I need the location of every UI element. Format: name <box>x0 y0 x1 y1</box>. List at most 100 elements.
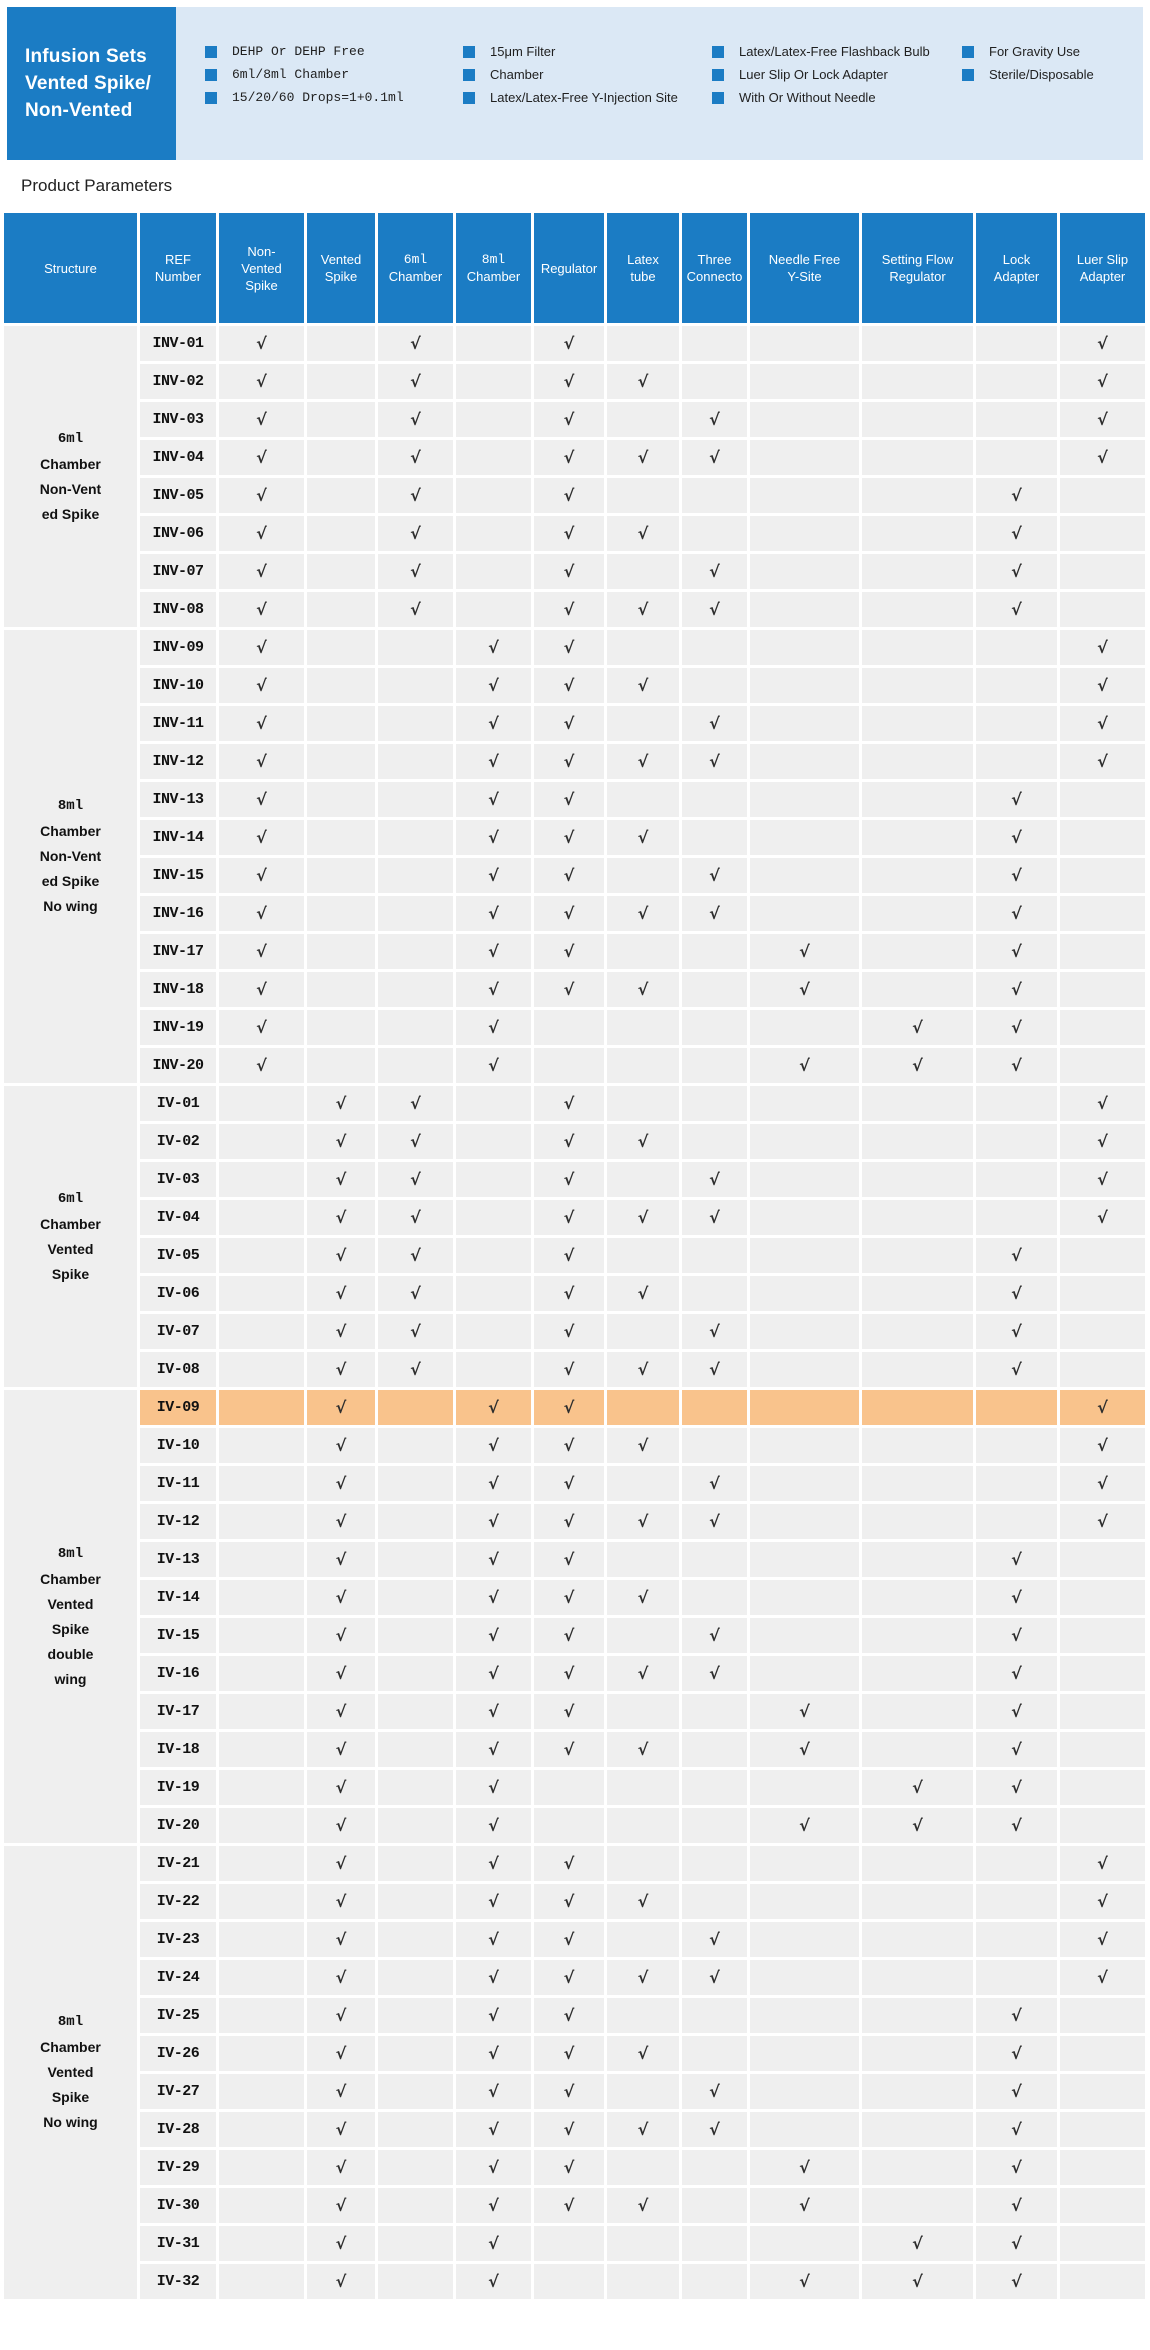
table-row-IV-25[interactable]: IV-25 √ √ √ √ <box>4 1998 1145 2033</box>
cell-nv: √ <box>219 440 304 475</box>
table-row-IV-16[interactable]: IV-16 √ √ √ √ √ √ <box>4 1656 1145 1691</box>
table-row-IV-28[interactable]: IV-28 √ √ √ √ √ √ <box>4 2112 1145 2147</box>
cell-nv <box>219 1504 304 1539</box>
cell-c8 <box>456 592 531 627</box>
table-row-IV-23[interactable]: IV-23 √ √ √ √ √ <box>4 1922 1145 1957</box>
check-mark: √ <box>488 2233 499 2253</box>
table-row-IV-24[interactable]: IV-24 √ √ √ √ √ √ <box>4 1960 1145 1995</box>
table-row-IV-21[interactable]: 8ml Chamber Vented Spike No wing IV-21 √ √ √ √ <box>4 1846 1145 2299</box>
table-row-INV-04[interactable]: INV-04 √ √ √ √ √ √ <box>4 440 1145 475</box>
table-row-INV-19[interactable]: INV-19 √ √ √ √ <box>4 1010 1145 1045</box>
cell-lock: √ <box>976 592 1057 627</box>
table-row-IV-14[interactable]: IV-14 √ √ √ √ √ <box>4 1580 1145 1615</box>
table-row-INV-17[interactable]: INV-17 √ √ √ √ √ <box>4 934 1145 969</box>
top-banner: Infusion Sets Vented Spike/ Non-Vented D… <box>7 7 1143 160</box>
table-row-IV-17[interactable]: IV-17 √ √ √ √ √ <box>4 1694 1145 1729</box>
table-row-INV-12[interactable]: INV-12 √ √ √ √ √ √ <box>4 744 1145 779</box>
cell-c6 <box>378 1428 453 1463</box>
table-row-INV-08[interactable]: INV-08 √ √ √ √ √ √ <box>4 592 1145 627</box>
feature-item-label: DEHP Or DEHP Free <box>232 44 365 59</box>
cell-c6 <box>378 1808 453 1843</box>
feature-item: Luer Slip Or Lock Adapter <box>712 63 962 86</box>
table-row-IV-11[interactable]: IV-11 √ √ √ √ √ <box>4 1466 1145 1501</box>
cell-c8 <box>456 364 531 399</box>
cell-nv: √ <box>219 744 304 779</box>
cell-lock <box>976 1466 1057 1501</box>
table-row-INV-02[interactable]: INV-02 √ √ √ √ √ <box>4 364 1145 399</box>
table-row-IV-31[interactable]: IV-31 √ √ √ √ <box>4 2226 1145 2261</box>
cell-v: √ <box>307 2074 375 2109</box>
check-mark: √ <box>1011 1055 1022 1075</box>
ref-number-cell: INV-04 <box>140 440 216 475</box>
cell-nv: √ <box>219 402 304 437</box>
table-row-INV-15[interactable]: INV-15 √ √ √ √ √ <box>4 858 1145 893</box>
cell-v: √ <box>307 1276 375 1311</box>
table-row-INV-10[interactable]: INV-10 √ √ √ √ √ <box>4 668 1145 703</box>
cell-c8: √ <box>456 2036 531 2071</box>
table-row-INV-05[interactable]: INV-05 √ √ √ √ <box>4 478 1145 513</box>
ref-number-cell: IV-31 <box>140 2226 216 2261</box>
table-row-INV-06[interactable]: INV-06 √ √ √ √ √ <box>4 516 1145 551</box>
cell-v <box>307 478 375 513</box>
cell-v: √ <box>307 1922 375 1957</box>
table-row-IV-04[interactable]: IV-04 √ √ √ √ √ √ <box>4 1200 1145 1235</box>
table-row-IV-27[interactable]: IV-27 √ √ √ √ √ <box>4 2074 1145 2109</box>
table-row-IV-13[interactable]: IV-13 √ √ √ √ <box>4 1542 1145 1577</box>
table-row-INV-09[interactable]: 8ml Chamber Non-Vent ed Spike No wing INV-09 √… <box>4 630 1145 1083</box>
cell-nfy <box>750 364 859 399</box>
table-row-IV-29[interactable]: IV-29 √ √ √ √ √ <box>4 2150 1145 2185</box>
cell-v: √ <box>307 2226 375 2261</box>
cell-three <box>682 1124 747 1159</box>
table-row-INV-07[interactable]: INV-07 √ √ √ √ √ <box>4 554 1145 589</box>
table-row-INV-18[interactable]: INV-18 √ √ √ √ √ √ <box>4 972 1145 1007</box>
table-row-INV-14[interactable]: INV-14 √ √ √ √ √ <box>4 820 1145 855</box>
cell-c8: √ <box>456 1998 531 2033</box>
cell-sfr <box>862 2036 973 2071</box>
bullet-square-icon <box>712 45 724 58</box>
table-row-INV-20[interactable]: INV-20 √ √ √ √ √ <box>4 1048 1145 1083</box>
table-row-IV-06[interactable]: IV-06 √ √ √ √ √ <box>4 1276 1145 1311</box>
table-row-INV-11[interactable]: INV-11 √ √ √ √ √ <box>4 706 1145 741</box>
table-row-IV-22[interactable]: IV-22 √ √ √ √ √ <box>4 1884 1145 1919</box>
table-row-INV-13[interactable]: INV-13 √ √ √ √ <box>4 782 1145 817</box>
cell-sfr <box>862 820 973 855</box>
table-row-INV-03[interactable]: INV-03 √ √ √ √ √ <box>4 402 1145 437</box>
cell-latex <box>607 1542 679 1577</box>
cell-nv <box>219 1542 304 1577</box>
cell-reg <box>534 1770 604 1805</box>
ref-number-cell: IV-02 <box>140 1124 216 1159</box>
cell-sfr <box>862 1960 973 1995</box>
cell-three: √ <box>682 1504 747 1539</box>
table-row-IV-32[interactable]: IV-32 √ √ √ √ √ <box>4 2264 1145 2299</box>
table-row-IV-08[interactable]: IV-08 √ √ √ √ √ √ <box>4 1352 1145 1387</box>
check-mark: √ <box>563 2005 575 2025</box>
cell-nv: √ <box>219 972 304 1007</box>
check-mark: √ <box>563 1625 575 1645</box>
cell-v <box>307 896 375 931</box>
cell-lock <box>976 402 1057 437</box>
table-row-IV-20[interactable]: IV-20 √ √ √ √ √ <box>4 1808 1145 1843</box>
table-row-IV-26[interactable]: IV-26 √ √ √ √ √ <box>4 2036 1145 2071</box>
table-row-IV-15[interactable]: IV-15 √ √ √ √ √ <box>4 1618 1145 1653</box>
table-row-INV-16[interactable]: INV-16 √ √ √ √ √ √ <box>4 896 1145 931</box>
table-row-IV-09[interactable]: 8ml Chamber Vented Spike double wing IV-09 √ √ √ √ <box>4 1390 1145 1843</box>
table-row-IV-07[interactable]: IV-07 √ √ √ √ √ <box>4 1314 1145 1349</box>
table-row-IV-10[interactable]: IV-10 √ √ √ √ √ <box>4 1428 1145 1463</box>
cell-c6 <box>378 782 453 817</box>
table-row-IV-01[interactable]: 6ml Chamber Vented Spike IV-01 √ √ √ √ <box>4 1086 1145 1387</box>
cell-v: √ <box>307 1542 375 1577</box>
cell-sfr <box>862 402 973 437</box>
table-row-IV-30[interactable]: IV-30 √ √ √ √ √ √ <box>4 2188 1145 2223</box>
table-row-IV-19[interactable]: IV-19 √ √ √ √ <box>4 1770 1145 1805</box>
table-row-IV-05[interactable]: IV-05 √ √ √ √ <box>4 1238 1145 1273</box>
cell-c8: √ <box>456 1618 531 1653</box>
table-row-IV-03[interactable]: IV-03 √ √ √ √ √ <box>4 1162 1145 1197</box>
table-row-IV-12[interactable]: IV-12 √ √ √ √ √ √ <box>4 1504 1145 1539</box>
cell-nv <box>219 1124 304 1159</box>
check-mark: √ <box>563 941 575 961</box>
table-row-INV-01[interactable]: 6ml Chamber Non-Vent ed Spike INV-01 √ √ √ √ <box>4 326 1145 627</box>
cell-nv <box>219 1808 304 1843</box>
column-header-nfy: Needle Free Y-Site <box>750 213 859 323</box>
table-row-IV-18[interactable]: IV-18 √ √ √ √ √ √ <box>4 1732 1145 1767</box>
table-row-IV-02[interactable]: IV-02 √ √ √ √ √ <box>4 1124 1145 1159</box>
